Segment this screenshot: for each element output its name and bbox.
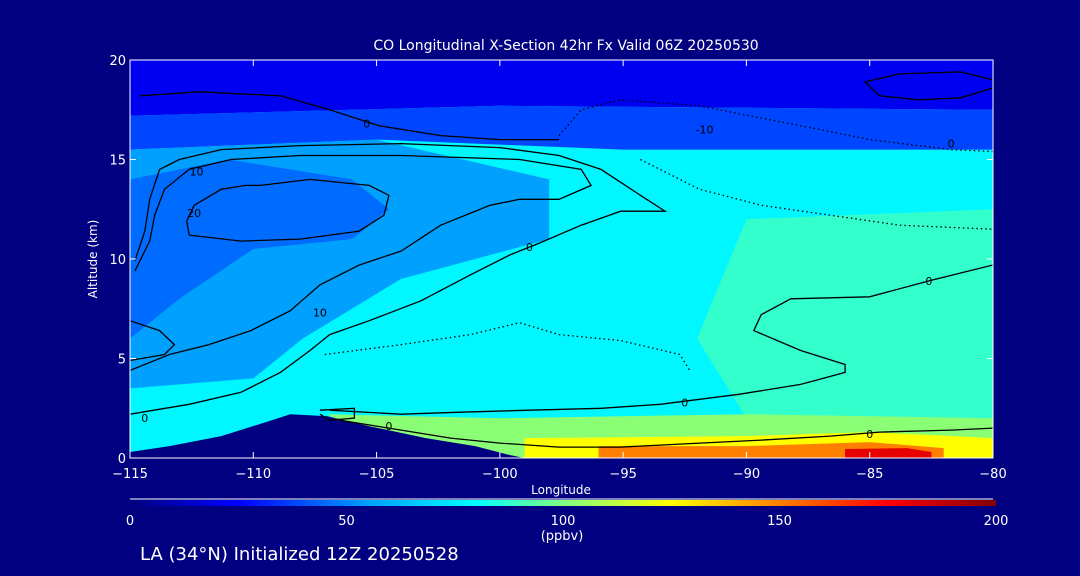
- y-tick-label: 0: [118, 452, 126, 467]
- contour-label: 10: [313, 307, 327, 320]
- colorbar-tick-label: 50: [338, 514, 355, 529]
- chart-title: CO Longitudinal X-Section 42hr Fx Valid …: [373, 38, 758, 54]
- contour-line-20: [186, 178, 390, 242]
- contour-label: 0: [866, 428, 873, 441]
- contour-line-0: [329, 264, 993, 415]
- contour-line-0: [139, 91, 559, 141]
- fill-region-4: [697, 209, 993, 419]
- x-tick-label: −110: [235, 467, 271, 482]
- contour-label: 0: [141, 412, 148, 425]
- contour-label: 0: [681, 396, 688, 409]
- x-tick-label: −80: [979, 467, 1006, 482]
- contour-label: 0: [526, 241, 533, 254]
- x-tick-label: −85: [856, 467, 883, 482]
- fill-region-0: [130, 60, 993, 116]
- contour-lines: [130, 71, 993, 448]
- x-tick-label: −95: [609, 467, 636, 482]
- contour-line--10: [640, 158, 993, 230]
- contour-labels: 0 10 10 20 0 0 0 0 0 -10 0 0: [141, 118, 954, 441]
- y-tick-label: 5: [118, 353, 126, 368]
- colorbar-unit-label: (ppbv): [541, 529, 584, 544]
- contour-label: 0: [948, 138, 955, 151]
- colorbar-ticks: 0 50 100 150 200: [126, 514, 1009, 529]
- contour-line-0: [130, 142, 668, 415]
- colorbar-tick-label: 100: [551, 514, 576, 529]
- x-axis: −115 −110 −105 −100 −95 −90 −85 −80: [112, 60, 1007, 482]
- colorbar-tick-label: 0: [126, 514, 134, 529]
- colorbar-tick-label: 200: [984, 514, 1009, 529]
- contour-line-20: [130, 320, 176, 362]
- x-axis-label: Longitude: [531, 483, 591, 497]
- contour-label: 0: [385, 420, 392, 433]
- y-axis-label: Altitude (km): [86, 220, 100, 299]
- y-axis: 0 5 10 15 20: [109, 54, 993, 467]
- fill-region-1: [130, 105, 993, 150]
- init-info-text: LA (34°N) Initialized 12Z 20250528: [140, 544, 459, 565]
- colorbar-tick-label: 150: [767, 514, 792, 529]
- contour-line-0: [339, 419, 993, 448]
- contour-line-10: [130, 154, 593, 372]
- x-tick-label: −105: [359, 467, 395, 482]
- x-tick-label: −90: [733, 467, 760, 482]
- y-tick-label: 20: [109, 54, 126, 69]
- terrain-mask: [130, 414, 525, 458]
- contour-line-10: [319, 407, 356, 421]
- x-tick-label: −100: [482, 467, 518, 482]
- fill-region-8: [845, 448, 932, 458]
- contour-label: 20: [187, 207, 201, 220]
- contour-line--10: [324, 322, 691, 371]
- colorbar: [130, 500, 996, 506]
- contour-label: 0: [363, 118, 370, 131]
- y-tick-label: 15: [109, 154, 126, 169]
- y-tick-label: 10: [109, 253, 126, 268]
- contour-line--10: [864, 71, 993, 101]
- contour-label: 0: [925, 275, 932, 288]
- contour-label: -10: [696, 124, 714, 137]
- contour-label: 10: [190, 165, 204, 178]
- x-tick-label: −115: [112, 467, 148, 482]
- contour-fills: [130, 60, 993, 458]
